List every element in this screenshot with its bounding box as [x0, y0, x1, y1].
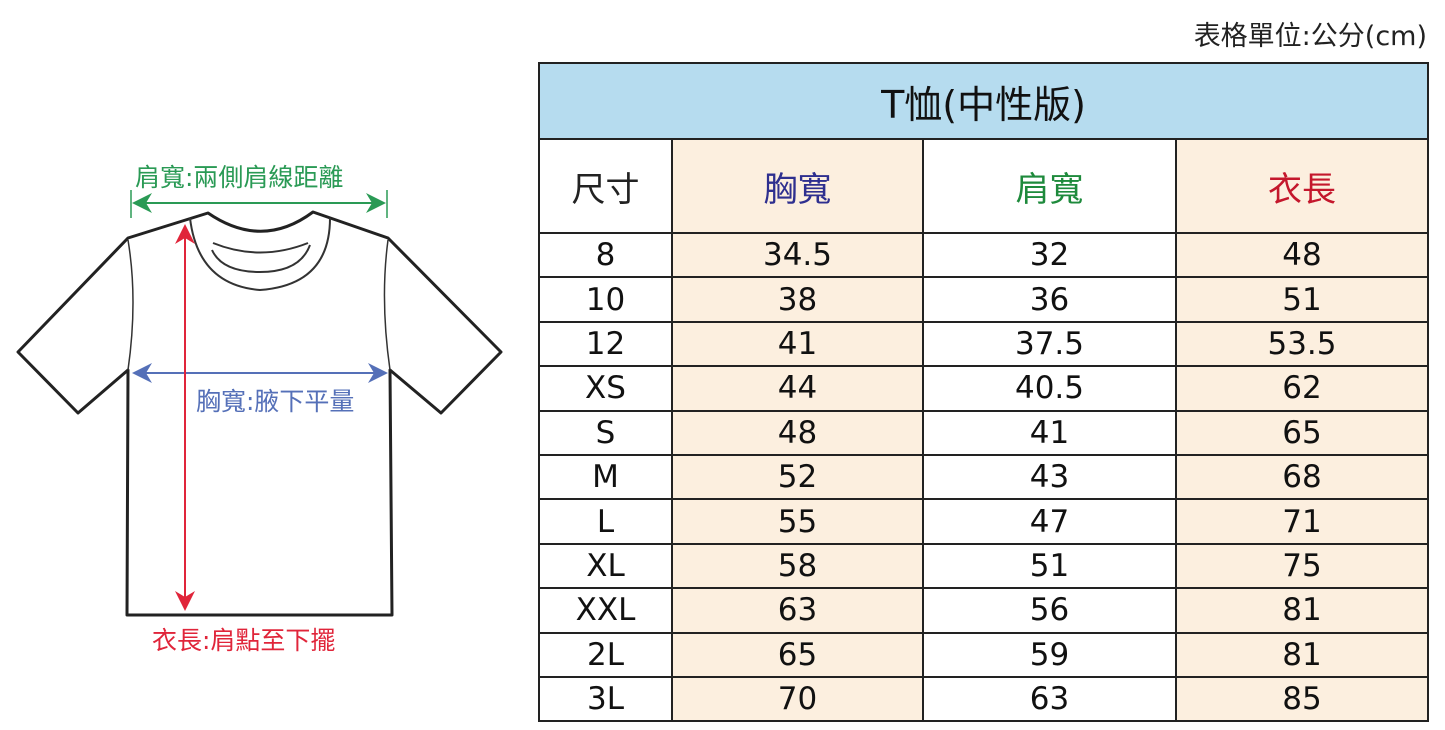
cell-size: M [538, 453, 673, 501]
table-row: M 52 43 68 [538, 453, 1429, 501]
table-row: 2L 65 59 81 [538, 631, 1429, 678]
table-row: XS 44 40.5 62 [538, 365, 1429, 412]
table-row: 10 38 36 51 [538, 276, 1429, 323]
cell-chest: 65 [671, 631, 924, 678]
cell-length: 48 [1175, 231, 1429, 279]
cell-length: 62 [1175, 365, 1429, 412]
cell-size: 10 [538, 276, 673, 323]
cell-length: 81 [1175, 587, 1429, 634]
cell-shoulder: 32 [922, 231, 1177, 279]
table-row: 3L 70 63 85 [538, 675, 1429, 723]
table-row: XL 58 51 75 [538, 542, 1429, 590]
cell-length: 65 [1175, 409, 1429, 456]
cell-chest: 48 [671, 409, 924, 456]
cell-shoulder: 40.5 [922, 365, 1177, 412]
cell-shoulder: 47 [922, 498, 1177, 545]
table-title: T恤(中性版) [538, 62, 1429, 140]
cell-shoulder: 37.5 [922, 320, 1177, 368]
tshirt-diagram: 肩寬:兩側肩線距離 胸寬:腋下平量 衣長:肩點至下擺 [0, 0, 520, 726]
cell-chest: 44 [671, 365, 924, 412]
cell-chest: 41 [671, 320, 924, 368]
cell-chest: 52 [671, 453, 924, 501]
cell-shoulder: 51 [922, 542, 1177, 590]
cell-chest: 38 [671, 276, 924, 323]
shoulder-label: 肩寬:兩側肩線距離 [135, 163, 344, 192]
table-row: L 55 47 71 [538, 498, 1429, 545]
cell-shoulder: 56 [922, 587, 1177, 634]
cell-shoulder: 36 [922, 276, 1177, 323]
cell-size: 2L [538, 631, 673, 678]
cell-shoulder: 43 [922, 453, 1177, 501]
header-chest: 胸寬 [671, 138, 924, 234]
cell-shoulder: 59 [922, 631, 1177, 678]
cell-chest: 55 [671, 498, 924, 545]
cell-size: XL [538, 542, 673, 590]
cell-length: 75 [1175, 542, 1429, 590]
cell-size: 12 [538, 320, 673, 368]
cell-shoulder: 63 [922, 675, 1177, 723]
cell-length: 85 [1175, 675, 1429, 723]
cell-chest: 70 [671, 675, 924, 723]
cell-length: 71 [1175, 498, 1429, 545]
table-row: 8 34.5 32 48 [538, 231, 1429, 279]
cell-length: 51 [1175, 276, 1429, 323]
cell-size: L [538, 498, 673, 545]
table-row: S 48 41 65 [538, 409, 1429, 456]
cell-chest: 34.5 [671, 231, 924, 279]
header-size: 尺寸 [538, 138, 673, 234]
cell-chest: 63 [671, 587, 924, 634]
unit-note: 表格單位:公分(cm) [1193, 21, 1427, 52]
cell-size: 3L [538, 675, 673, 723]
size-table: T恤(中性版) 尺寸 胸寬 肩寬 衣長 8 34.5 32 48 10 38 36 51 12 4… [538, 62, 1429, 723]
table-row: XXL 63 56 81 [538, 587, 1429, 634]
header-shoulder: 肩寬 [922, 138, 1177, 234]
table-row: 12 41 37.5 53.5 [538, 320, 1429, 368]
cell-length: 81 [1175, 631, 1429, 678]
cell-size: 8 [538, 231, 673, 279]
chest-label: 胸寬:腋下平量 [196, 387, 355, 416]
cell-size: S [538, 409, 673, 456]
length-label: 衣長:肩點至下擺 [152, 626, 336, 655]
cell-shoulder: 41 [922, 409, 1177, 456]
cell-chest: 58 [671, 542, 924, 590]
header-row: 尺寸 胸寬 肩寬 衣長 [538, 138, 1429, 234]
cell-size: XS [538, 365, 673, 412]
cell-size: XXL [538, 587, 673, 634]
tshirt-outline [16, 190, 503, 617]
cell-length: 53.5 [1175, 320, 1429, 368]
header-length: 衣長 [1175, 138, 1429, 234]
cell-length: 68 [1175, 453, 1429, 501]
